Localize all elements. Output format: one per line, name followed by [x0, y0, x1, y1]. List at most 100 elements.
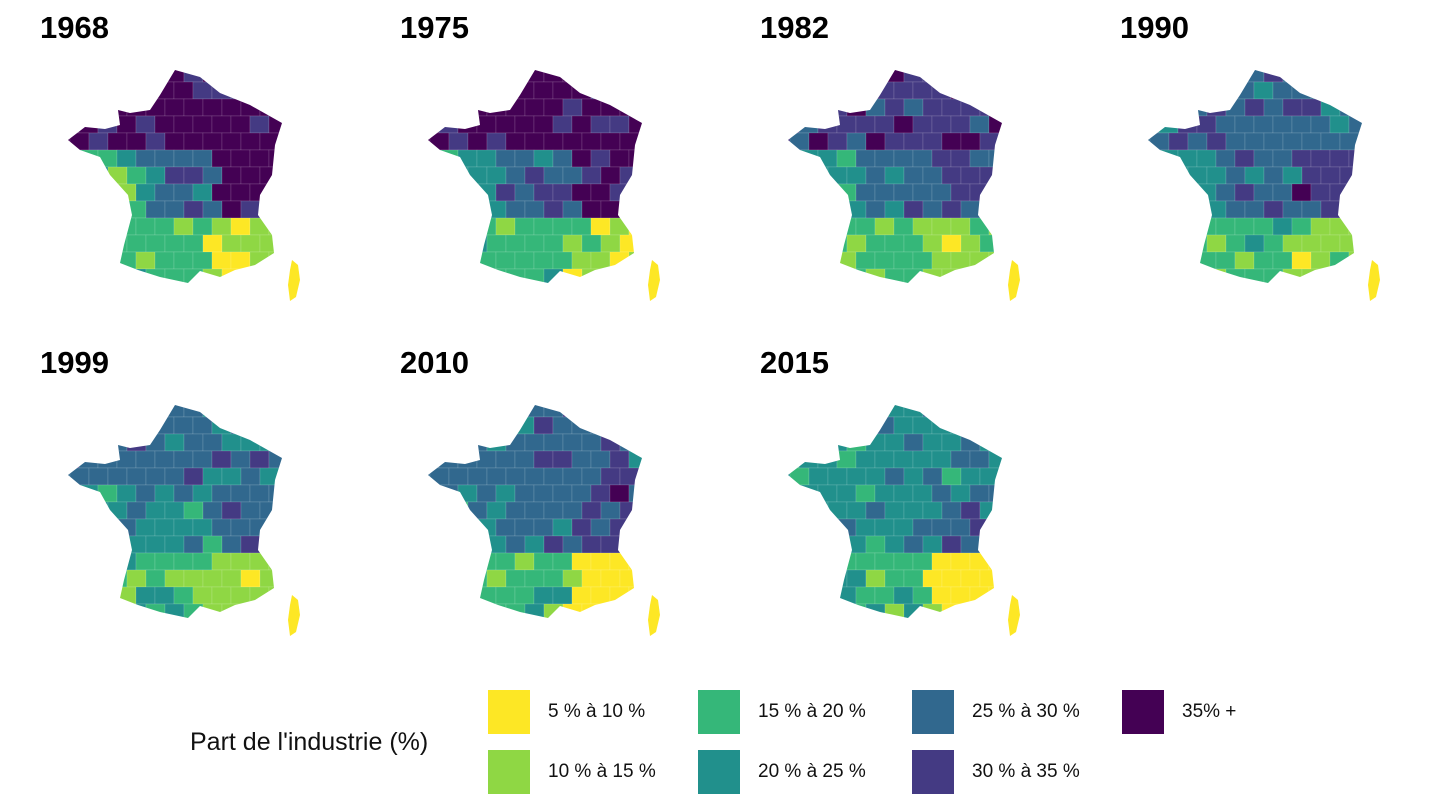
department — [619, 268, 640, 283]
department — [884, 268, 905, 283]
department — [524, 535, 545, 554]
department — [1196, 183, 1217, 202]
department — [145, 501, 166, 520]
department — [477, 621, 496, 638]
department — [903, 132, 924, 151]
department — [533, 183, 554, 202]
department — [931, 416, 952, 435]
department — [1148, 251, 1160, 270]
department — [571, 149, 592, 168]
department — [950, 81, 971, 100]
department — [438, 81, 459, 100]
department — [552, 183, 573, 202]
department — [998, 70, 1002, 83]
department — [78, 484, 99, 503]
department — [164, 501, 185, 520]
department — [988, 251, 1002, 270]
department — [249, 149, 270, 168]
department — [192, 115, 213, 134]
department — [68, 132, 71, 151]
department — [788, 552, 800, 571]
department — [173, 149, 194, 168]
legend-swatch — [698, 750, 740, 794]
department — [865, 603, 886, 618]
department — [808, 405, 829, 418]
department — [192, 552, 213, 571]
department — [211, 81, 232, 100]
department — [98, 621, 117, 638]
department — [950, 518, 971, 537]
department — [173, 115, 194, 134]
department — [893, 586, 914, 605]
department — [988, 484, 1002, 503]
department — [514, 217, 535, 236]
department — [562, 603, 583, 618]
department — [979, 234, 1000, 253]
department — [960, 132, 981, 151]
department — [552, 450, 573, 469]
department — [960, 433, 981, 452]
department — [428, 586, 440, 605]
department — [221, 569, 242, 588]
department — [486, 166, 507, 185]
department — [1225, 98, 1246, 117]
department — [467, 467, 488, 486]
department — [448, 98, 469, 117]
department — [486, 234, 507, 253]
department — [249, 450, 270, 469]
department — [428, 603, 431, 618]
department — [817, 450, 838, 469]
department — [1272, 115, 1293, 134]
department — [457, 251, 478, 270]
department — [1330, 286, 1349, 303]
department — [514, 450, 535, 469]
department — [476, 81, 497, 100]
department — [438, 518, 459, 537]
department — [202, 200, 223, 219]
department — [268, 484, 282, 503]
department — [259, 234, 280, 253]
department — [69, 234, 90, 253]
department — [903, 234, 924, 253]
department — [788, 98, 791, 117]
department — [495, 115, 516, 134]
department — [1008, 485, 1027, 502]
department — [969, 217, 990, 236]
department — [543, 70, 564, 83]
corsica — [288, 260, 300, 301]
department — [799, 286, 818, 303]
department — [552, 149, 573, 168]
department — [874, 115, 895, 134]
department — [476, 484, 497, 503]
department — [183, 535, 204, 554]
department — [600, 166, 621, 185]
department — [534, 621, 553, 638]
department — [68, 603, 71, 618]
department — [1358, 70, 1362, 83]
department — [998, 166, 1002, 185]
department — [202, 569, 223, 588]
department — [979, 501, 1000, 520]
department — [998, 234, 1002, 253]
department — [619, 200, 640, 219]
department — [533, 484, 554, 503]
department — [221, 234, 242, 253]
department — [515, 621, 534, 638]
department — [107, 603, 128, 618]
department — [912, 552, 933, 571]
department — [173, 484, 194, 503]
department — [458, 621, 477, 638]
department — [155, 621, 174, 638]
department — [116, 115, 137, 134]
department — [798, 81, 819, 100]
department — [827, 70, 848, 83]
department — [1206, 200, 1227, 219]
department — [268, 149, 282, 168]
department — [808, 467, 829, 486]
department — [126, 501, 147, 520]
department — [798, 251, 819, 270]
france-map — [428, 405, 660, 638]
department — [600, 535, 621, 554]
department — [969, 552, 990, 571]
department — [1158, 115, 1179, 134]
